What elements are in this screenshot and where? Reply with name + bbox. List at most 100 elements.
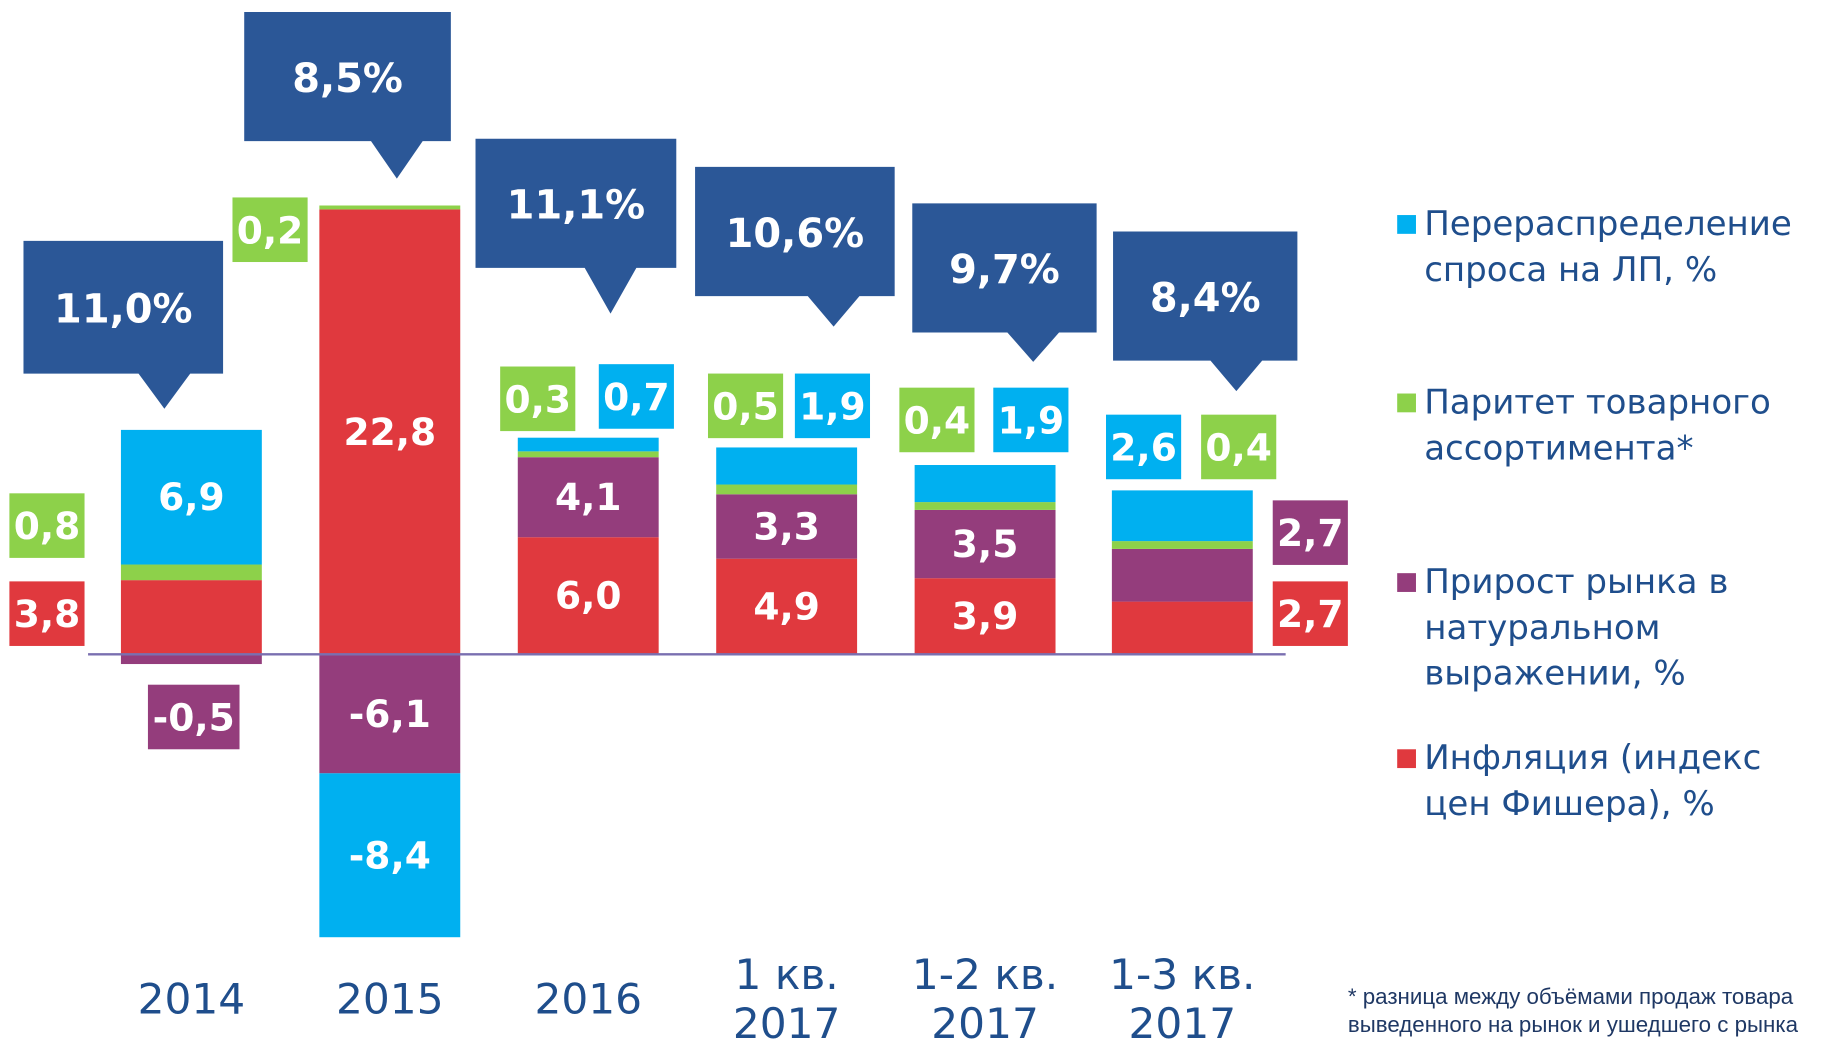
bar-segment (914, 509, 1056, 579)
data-label: 2,7 (1277, 592, 1344, 636)
bar-segment (120, 654, 262, 665)
legend-label-box: Перераспределение спроса на ЛП, % (1424, 203, 1792, 290)
legend-swatch (1397, 573, 1416, 592)
x-tick-label: 2015 (336, 975, 444, 1025)
legend-label-box: Паритет товарного ассортимента* (1424, 381, 1771, 468)
data-label: 0,2 (237, 208, 304, 252)
label-box (1201, 414, 1277, 480)
data-label: -8,4 (349, 833, 431, 877)
bar-segment (517, 537, 659, 655)
bar-segment (517, 451, 659, 458)
bar-segment (120, 429, 262, 565)
data-label: 2,7 (1277, 511, 1344, 555)
bar-segment (120, 580, 262, 655)
data-label: -0,5 (153, 696, 235, 740)
label-box (993, 387, 1069, 453)
total-label: 8,4% (1150, 275, 1261, 321)
footnote: * разница между объёмами продаж товара в… (1347, 985, 1799, 1039)
total-label: 11,1% (507, 183, 645, 229)
x-tick-label: 1-3 кв. 2017 (1109, 951, 1256, 1043)
bar-segment (1111, 490, 1253, 542)
legend-swatch (1397, 749, 1416, 769)
data-label: 1,9 (998, 399, 1065, 443)
legend-label: Инфляция (индекс цен Фишера), % (1424, 737, 1762, 824)
callout (475, 138, 677, 314)
x-tick-label-box: 1-3 кв. 2017 (1109, 951, 1256, 1043)
data-label: 4,9 (753, 584, 820, 628)
x-tick-label: 1-2 кв. 2017 (911, 951, 1059, 1043)
label-box (707, 373, 784, 439)
callout (244, 11, 451, 179)
data-label: 6,9 (158, 475, 225, 519)
x-tick-label-box: 1-2 кв. 2017 (911, 951, 1059, 1043)
bar-segment (517, 457, 659, 538)
data-label: 0,5 (712, 384, 779, 428)
data-label: 4,1 (555, 475, 622, 519)
legend-label-box: Прирост рынка в натуральном выражении, % (1424, 561, 1729, 693)
label-box (9, 581, 85, 646)
data-label: 3,9 (952, 594, 1019, 638)
bar-segment (716, 447, 858, 485)
legend-swatch (1397, 393, 1416, 413)
label-box (147, 684, 240, 750)
x-tick-label-box: 2015 (336, 975, 444, 1025)
data-label: 6,0 (555, 574, 622, 618)
footnote-box: * разница между объёмами продаж товара в… (1347, 985, 1799, 1039)
legend-label: Прирост рынка в натуральном выражении, % (1424, 561, 1729, 693)
x-tick-label-box: 2014 (137, 975, 246, 1025)
callout (695, 166, 895, 327)
x-tick-label: 2016 (534, 975, 643, 1025)
legend-label-box: Инфляция (индекс цен Фишера), % (1424, 737, 1762, 824)
label-box (794, 373, 871, 439)
label-box (500, 366, 576, 432)
data-label: 3,8 (14, 592, 81, 636)
data-label: 22,8 (343, 410, 436, 454)
x-tick-label: 1 кв. 2017 (732, 951, 841, 1043)
bar-segment (914, 465, 1056, 503)
data-label: 0,3 (504, 377, 571, 421)
x-tick-label: 2014 (137, 975, 246, 1025)
bar-segment (517, 437, 659, 452)
data-label: 1,9 (799, 384, 866, 428)
total-label: 10,6% (726, 211, 864, 257)
bar-segment (1111, 601, 1253, 655)
legend-label: Перераспределение спроса на ЛП, % (1424, 203, 1792, 290)
bar-segment (319, 773, 461, 938)
data-label: 0,8 (14, 504, 81, 548)
legend-label: Паритет товарного ассортимента* (1424, 381, 1771, 468)
bar-segment (914, 502, 1056, 510)
bar-segment (914, 578, 1056, 655)
bar-segment (120, 564, 262, 581)
bar-segment (716, 484, 858, 495)
bar-segment (1111, 541, 1253, 549)
data-label: 2,6 (1110, 426, 1177, 470)
label-box (1106, 414, 1182, 480)
data-label: 0,7 (603, 375, 670, 419)
label-box (1272, 581, 1348, 646)
label-box (899, 387, 975, 453)
x-tick-label-box: 2016 (534, 975, 643, 1025)
callout (23, 240, 224, 409)
data-label: 3,5 (952, 522, 1019, 566)
legend-swatch (1397, 215, 1416, 234)
label-box (598, 364, 674, 429)
data-label: 3,3 (753, 504, 820, 548)
data-label: -6,1 (349, 692, 431, 736)
bar-segment (319, 209, 461, 655)
label-box (232, 197, 308, 263)
label-box (9, 493, 85, 558)
bar-segment (319, 205, 461, 210)
total-label: 11,0% (54, 287, 192, 333)
data-label: 0,4 (904, 399, 971, 443)
label-box (1272, 500, 1348, 565)
bar-segment (1111, 548, 1253, 602)
total-label: 8,5% (292, 56, 403, 102)
bar-segment (319, 654, 461, 774)
callout (912, 203, 1097, 362)
callout (1113, 231, 1298, 392)
bar-segment (716, 494, 858, 559)
data-label: 0,4 (1205, 426, 1272, 470)
x-tick-label-box: 1 кв. 2017 (732, 951, 841, 1043)
